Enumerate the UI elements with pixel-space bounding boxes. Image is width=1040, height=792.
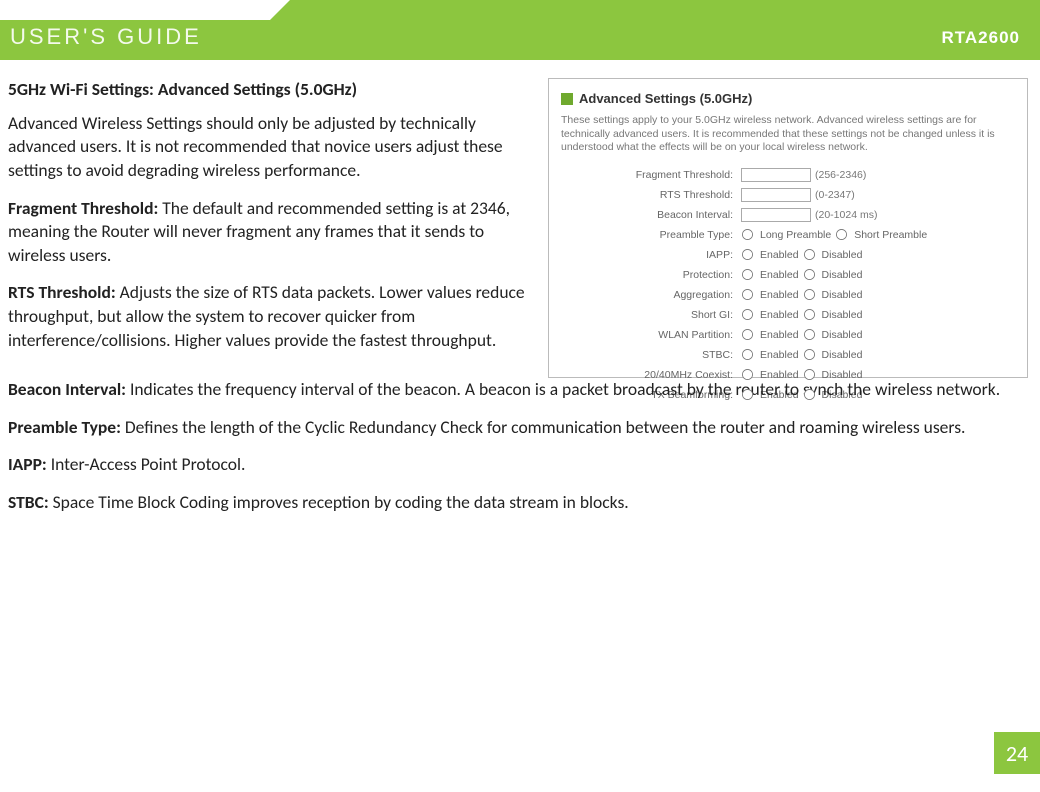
- aggregation-enabled-label: Enabled: [760, 289, 799, 301]
- fragment-paragraph: Fragment Threshold: The default and reco…: [8, 197, 536, 268]
- iapp-enabled-radio[interactable]: [742, 249, 753, 260]
- beacon-input[interactable]: [741, 208, 811, 222]
- iapp-text: Inter-Access Point Protocol.: [47, 453, 246, 475]
- coexist-disabled-radio[interactable]: [804, 369, 815, 380]
- row-iapp: IAPP: Enabled Disabled: [561, 245, 1015, 265]
- section-title: 5GHz Wi-Fi Settings: Advanced Settings (…: [8, 78, 536, 102]
- panel-square-icon: [561, 93, 573, 105]
- aggregation-field-label: Aggregation:: [561, 289, 741, 301]
- rts-field-label: RTS Threshold:: [561, 189, 741, 201]
- header-bar: USER'S GUIDE RTA2600: [0, 0, 1040, 60]
- protection-field-label: Protection:: [561, 269, 741, 281]
- beacon-field-label: Beacon Interval:: [561, 209, 741, 221]
- shortgi-enabled-label: Enabled: [760, 309, 799, 321]
- shortgi-field-label: Short GI:: [561, 309, 741, 321]
- preamble-long-label: Long Preamble: [760, 229, 831, 241]
- stbc-disabled-label: Disabled: [822, 349, 863, 361]
- settings-panel: Advanced Settings (5.0GHz) These setting…: [548, 78, 1028, 378]
- row-fragment: Fragment Threshold: (256-2346): [561, 165, 1015, 185]
- page-number: 24: [994, 732, 1040, 774]
- rts-input[interactable]: [741, 188, 811, 202]
- row-aggregation: Aggregation: Enabled Disabled: [561, 285, 1015, 305]
- preamble-field-label: Preamble Type:: [561, 229, 741, 241]
- protection-enabled-label: Enabled: [760, 269, 799, 281]
- iapp-label: IAPP:: [8, 453, 47, 475]
- intro-text: Advanced Wireless Settings should only b…: [8, 112, 536, 183]
- txbf-enabled-radio[interactable]: [742, 389, 753, 400]
- wlan-field-label: WLAN Partition:: [561, 329, 741, 341]
- fragment-input[interactable]: [741, 168, 811, 182]
- fragment-label: Fragment Threshold:: [8, 197, 158, 219]
- left-column: 5GHz Wi-Fi Settings: Advanced Settings (…: [8, 78, 536, 378]
- protection-disabled-label: Disabled: [822, 269, 863, 281]
- stbc-field-label: STBC:: [561, 349, 741, 361]
- wlan-disabled-label: Disabled: [822, 329, 863, 341]
- preamble-short-radio[interactable]: [836, 229, 847, 240]
- below-text: Beacon Interval: Indicates the frequency…: [0, 378, 1040, 515]
- row-shortgi: Short GI: Enabled Disabled: [561, 305, 1015, 325]
- beacon-label: Beacon Interval:: [8, 378, 126, 400]
- row-preamble: Preamble Type: Long Preamble Short Pream…: [561, 225, 1015, 245]
- rts-hint: (0-2347): [815, 189, 855, 201]
- protection-disabled-radio[interactable]: [804, 269, 815, 280]
- stbc-disabled-radio[interactable]: [804, 349, 815, 360]
- panel-description: These settings apply to your 5.0GHz wire…: [561, 114, 1015, 155]
- aggregation-disabled-label: Disabled: [822, 289, 863, 301]
- iapp-field-label: IAPP:: [561, 249, 741, 261]
- guide-title: USER'S GUIDE: [10, 24, 202, 50]
- row-rts: RTS Threshold: (0-2347): [561, 185, 1015, 205]
- fragment-field-label: Fragment Threshold:: [561, 169, 741, 181]
- aggregation-enabled-radio[interactable]: [742, 289, 753, 300]
- shortgi-enabled-radio[interactable]: [742, 309, 753, 320]
- iapp-disabled-label: Disabled: [822, 249, 863, 261]
- wlan-enabled-label: Enabled: [760, 329, 799, 341]
- beacon-text: Indicates the frequency interval of the …: [126, 378, 1000, 400]
- fragment-hint: (256-2346): [815, 169, 866, 181]
- iapp-paragraph: IAPP: Inter-Access Point Protocol.: [8, 453, 1028, 477]
- panel-title: Advanced Settings (5.0GHz): [579, 91, 752, 106]
- stbc-label: STBC:: [8, 491, 49, 513]
- row-stbc: STBC: Enabled Disabled: [561, 345, 1015, 365]
- shortgi-disabled-label: Disabled: [822, 309, 863, 321]
- coexist-enabled-radio[interactable]: [742, 369, 753, 380]
- stbc-enabled-radio[interactable]: [742, 349, 753, 360]
- model-label: RTA2600: [942, 28, 1021, 48]
- panel-title-row: Advanced Settings (5.0GHz): [561, 91, 1015, 106]
- preamble-label: Preamble Type:: [8, 416, 121, 438]
- tab-notch: [0, 0, 270, 20]
- stbc-paragraph: STBC: Space Time Block Coding improves r…: [8, 491, 1028, 515]
- protection-enabled-radio[interactable]: [742, 269, 753, 280]
- preamble-paragraph: Preamble Type: Defines the length of the…: [8, 416, 1028, 440]
- shortgi-disabled-radio[interactable]: [804, 309, 815, 320]
- preamble-short-label: Short Preamble: [854, 229, 927, 241]
- row-beacon: Beacon Interval: (20-1024 ms): [561, 205, 1015, 225]
- aggregation-disabled-radio[interactable]: [804, 289, 815, 300]
- iapp-disabled-radio[interactable]: [804, 249, 815, 260]
- row-protection: Protection: Enabled Disabled: [561, 265, 1015, 285]
- rts-label: RTS Threshold:: [8, 281, 116, 303]
- stbc-enabled-label: Enabled: [760, 349, 799, 361]
- stbc-text: Space Time Block Coding improves recepti…: [49, 491, 629, 513]
- preamble-text: Defines the length of the Cyclic Redunda…: [121, 416, 966, 438]
- beacon-paragraph: Beacon Interval: Indicates the frequency…: [8, 378, 1028, 402]
- wlan-disabled-radio[interactable]: [804, 329, 815, 340]
- txbf-disabled-radio[interactable]: [804, 389, 815, 400]
- rts-paragraph: RTS Threshold: Adjusts the size of RTS d…: [8, 281, 536, 352]
- beacon-hint: (20-1024 ms): [815, 209, 877, 221]
- iapp-enabled-label: Enabled: [760, 249, 799, 261]
- wlan-enabled-radio[interactable]: [742, 329, 753, 340]
- row-wlan: WLAN Partition: Enabled Disabled: [561, 325, 1015, 345]
- preamble-long-radio[interactable]: [742, 229, 753, 240]
